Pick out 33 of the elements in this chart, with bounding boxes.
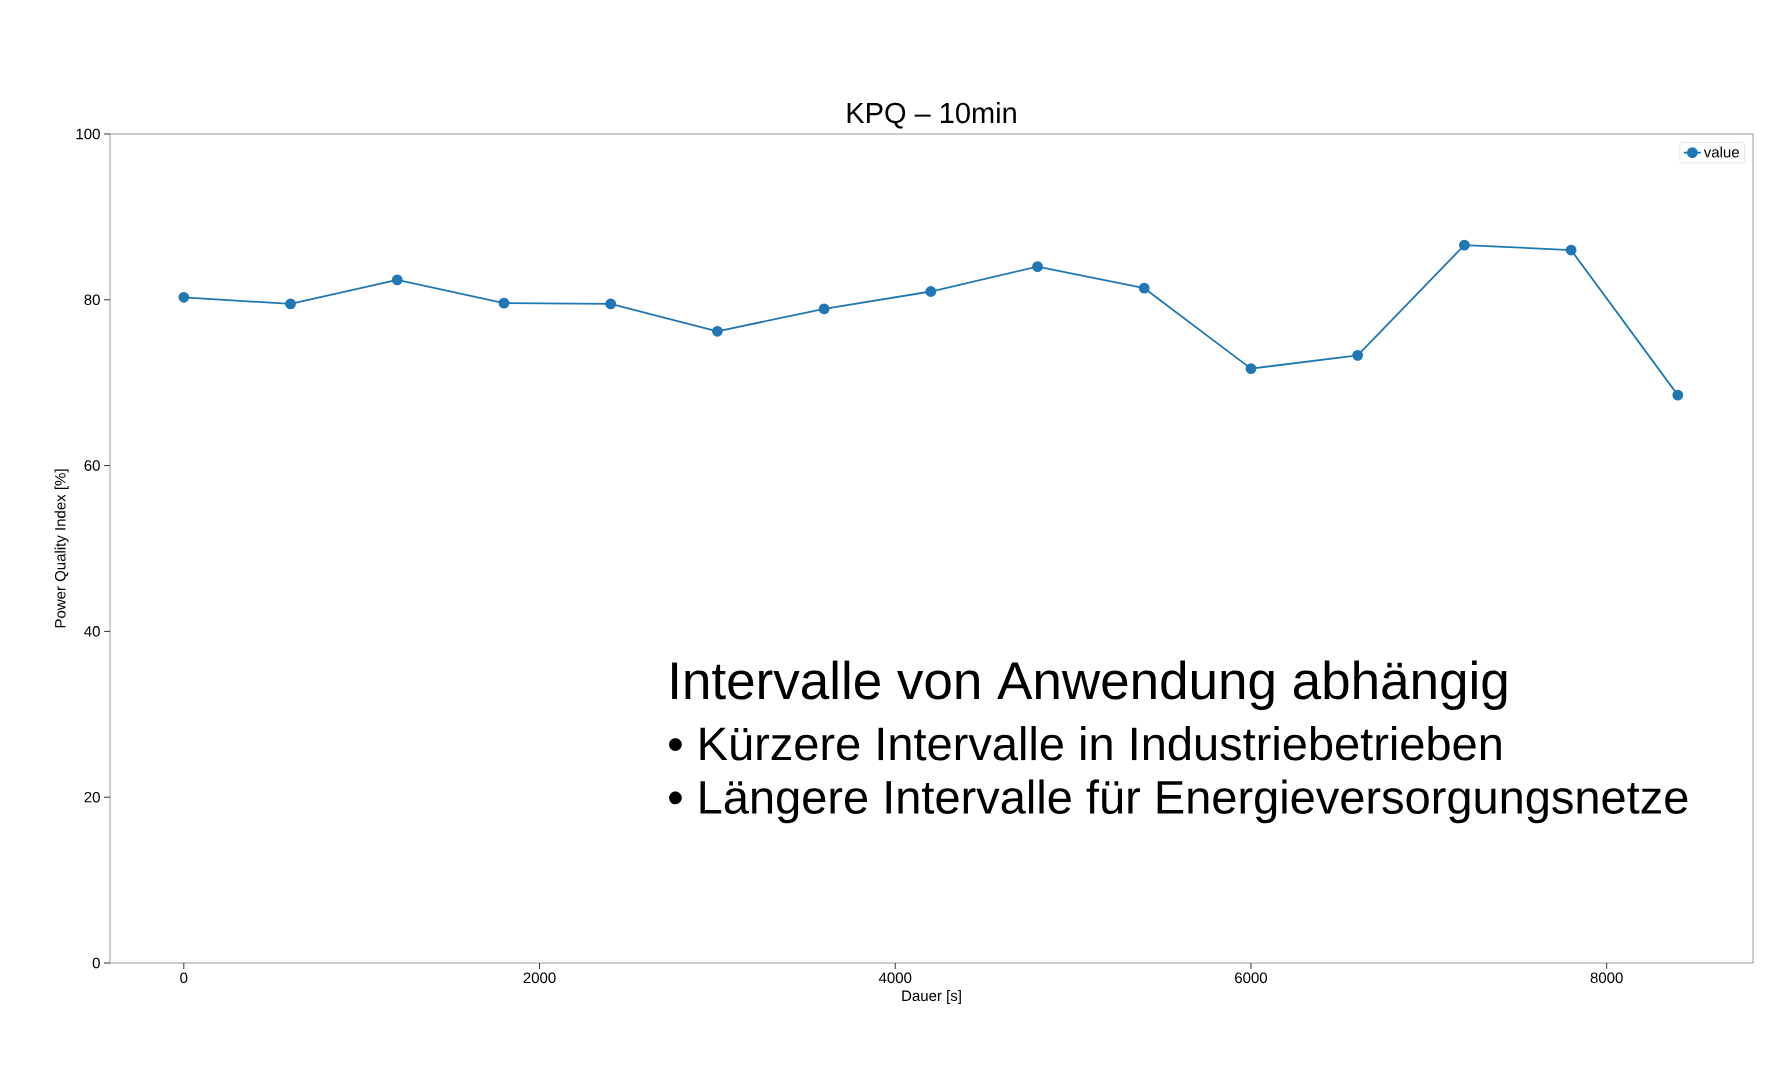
annotation: • Kürzere Intervalle in Industriebetrieben — [669, 726, 1501, 761]
point — [1245, 363, 1257, 374]
point — [1672, 389, 1684, 401]
point — [818, 303, 830, 315]
point — [178, 291, 190, 303]
point — [925, 286, 937, 297]
y-tick-label: 0 — [92, 957, 100, 969]
x-tick-label: 4000 — [878, 972, 912, 984]
point — [285, 298, 296, 310]
point — [1032, 261, 1043, 273]
point — [711, 325, 723, 337]
x-tick-label: 6000 — [1235, 972, 1268, 984]
point — [1565, 244, 1577, 256]
y-tick-label: 80 — [84, 294, 100, 306]
x-tick-label: 2000 — [523, 972, 556, 984]
annotation: • Längere Intervalle für Energieversorgungsnetze — [669, 779, 1688, 824]
y-tick-label: 100 — [76, 128, 100, 140]
point — [1138, 282, 1150, 294]
point — [498, 297, 510, 309]
y-axis-title: Power Quality Index [%] — [54, 469, 69, 628]
x-tick-label: 0 — [180, 972, 188, 984]
y-tick-label: 20 — [84, 791, 100, 803]
point — [605, 298, 617, 310]
y-tick-label: 40 — [84, 626, 100, 637]
y-tick-label: 60 — [84, 460, 100, 471]
point — [1352, 349, 1364, 361]
chart-title: KPQ – 10min — [847, 101, 1016, 129]
annotation: Intervalle von Anwendung abhängig — [672, 660, 1507, 710]
legend-label: value — [1703, 146, 1739, 158]
point — [391, 274, 403, 286]
point — [1459, 239, 1470, 251]
x-tick-label: 8000 — [1590, 972, 1623, 984]
x-axis-title: Dauer [s] — [902, 990, 961, 1004]
